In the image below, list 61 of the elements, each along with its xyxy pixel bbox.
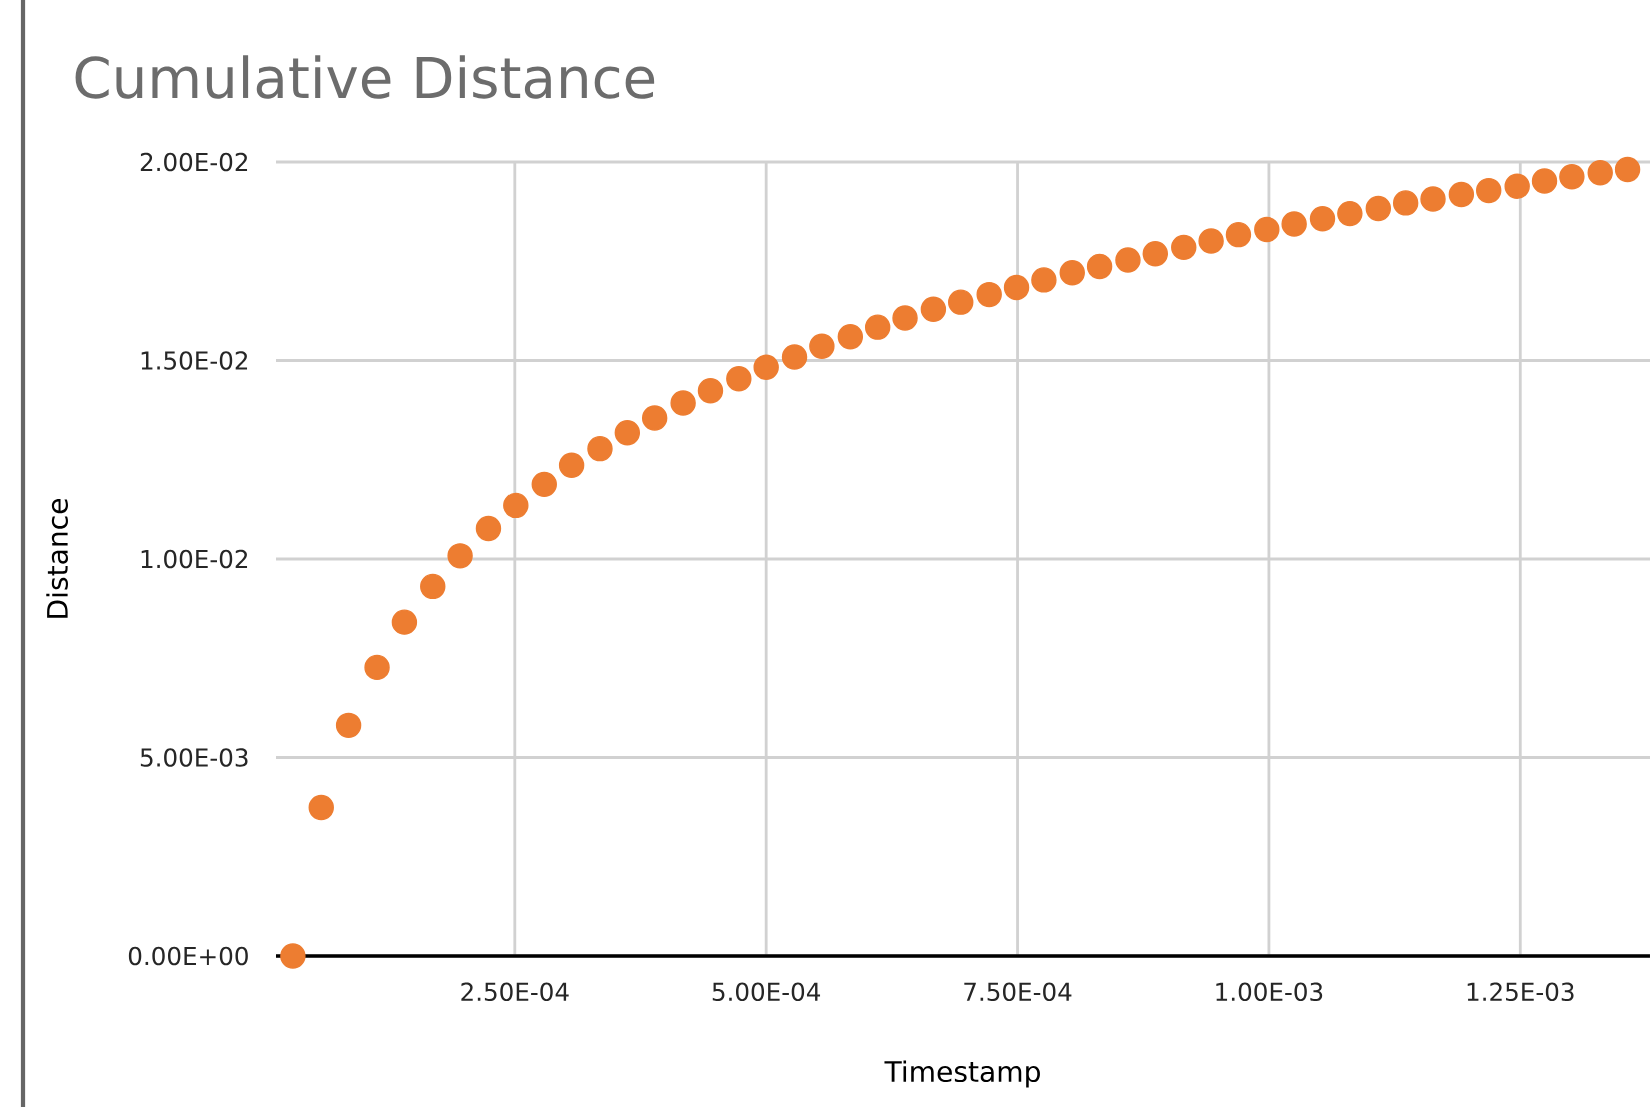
point (1115, 247, 1141, 273)
point (420, 573, 446, 600)
point (1086, 253, 1113, 280)
point (920, 296, 947, 323)
point (1559, 163, 1585, 190)
point (1504, 173, 1530, 199)
point (280, 943, 306, 969)
y-tick-label: 0.00E+00 (128, 946, 248, 966)
point (1281, 211, 1307, 237)
point (1337, 200, 1363, 227)
point (1531, 168, 1558, 194)
point (587, 435, 613, 462)
point (1587, 160, 1613, 186)
x-tick-label: 1.25E-03 (1467, 982, 1574, 1002)
point (892, 305, 918, 331)
x-axis-title: Timestamp (884, 1060, 1040, 1088)
point (1254, 216, 1280, 243)
y-tick-label: 1.00E-02 (141, 549, 248, 569)
y-tick-label: 1.50E-02 (141, 351, 248, 370)
point (1392, 190, 1419, 216)
point (753, 354, 779, 380)
point (1225, 221, 1252, 248)
point (531, 471, 557, 498)
point (1171, 234, 1197, 261)
point (1365, 195, 1392, 222)
point (781, 344, 808, 370)
point (1142, 241, 1169, 267)
point (614, 420, 641, 446)
y-axis-title: Distance (46, 499, 68, 618)
point (726, 366, 752, 392)
y-tick-label: 5.00E-03 (140, 748, 248, 767)
point (1198, 228, 1224, 254)
point (1448, 181, 1475, 208)
point (364, 654, 390, 681)
point (447, 543, 473, 569)
point (809, 333, 835, 359)
point (1031, 267, 1057, 293)
point (948, 289, 974, 315)
x-tick-label: 7.50E-04 (964, 982, 1072, 1002)
y-tick-label: 2.00E-02 (140, 152, 248, 172)
chart-title: Cumulative Distance (75, 55, 655, 99)
point (976, 281, 1002, 308)
point (503, 492, 529, 519)
point (558, 452, 585, 479)
point (837, 323, 864, 350)
x-tick-label: 2.50E-04 (461, 982, 569, 1002)
point (391, 609, 418, 635)
point (1309, 206, 1336, 232)
point (697, 377, 724, 404)
x-tick-label: 1.00E-03 (1216, 982, 1323, 1002)
point (1476, 177, 1502, 204)
point (1003, 274, 1030, 301)
point (335, 712, 362, 739)
point (475, 515, 502, 542)
point (1059, 260, 1085, 286)
point (1420, 186, 1446, 212)
point (670, 390, 696, 416)
point (641, 405, 668, 431)
point (308, 794, 334, 821)
point (864, 314, 891, 340)
x-tick-label: 5.00E-04 (712, 982, 821, 1002)
